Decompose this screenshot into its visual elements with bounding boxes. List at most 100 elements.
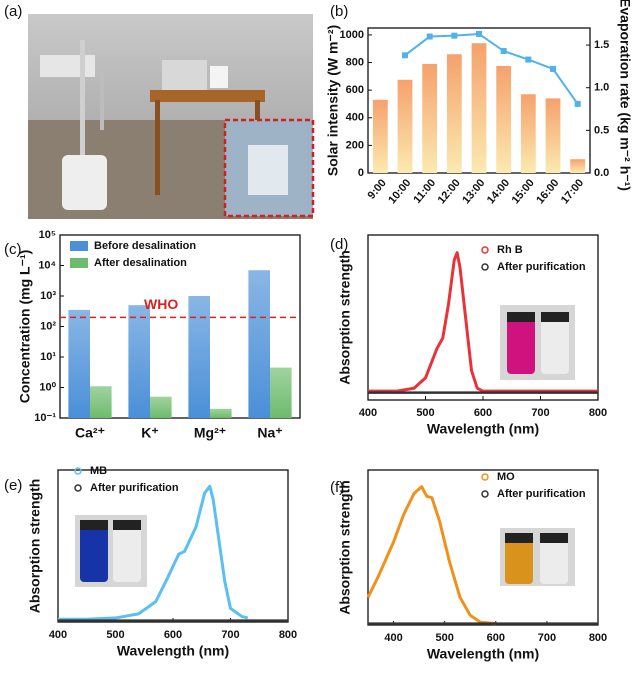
x-tick-label: 15:00 (510, 177, 537, 206)
point (525, 56, 532, 63)
x-tick-label: 400 (384, 632, 402, 644)
legend-marker (74, 467, 82, 475)
x-tick-label: K⁺ (141, 425, 159, 441)
panel-label: (c) (4, 241, 22, 258)
legend-label: Before desalination (94, 240, 196, 252)
point (476, 30, 482, 37)
legend-label: MB (90, 465, 107, 477)
point (402, 52, 408, 59)
panel-label: (d) (330, 236, 348, 253)
x-tick-label: 600 (164, 629, 182, 641)
x-tick-label: 500 (106, 629, 124, 641)
x-tick-label: 10:00 (386, 177, 413, 206)
x-tick-label: 800 (279, 629, 297, 641)
legend-label: After purification (90, 482, 179, 494)
y-tick-label: 600 (346, 84, 364, 96)
x-tick-label: 700 (221, 629, 239, 641)
bar (188, 296, 210, 418)
legend-label: MO (497, 471, 515, 483)
legend-label: After desalination (94, 257, 187, 269)
bar (248, 270, 270, 418)
x-tick-label: 500 (435, 632, 453, 644)
y-axis-label: Absorption strength (337, 250, 353, 385)
y-axis-label: Absorption strength (27, 479, 43, 614)
bar (68, 309, 90, 418)
panel-label: (f) (330, 479, 344, 496)
bar (397, 79, 413, 173)
bar (570, 159, 586, 173)
x-tick-label: 600 (487, 632, 505, 644)
panel-label: (b) (330, 3, 348, 20)
y-tick-label: 1000 (340, 29, 364, 41)
point (574, 100, 581, 107)
point (426, 33, 433, 40)
y2-axis-label: Evaporation rate (kg m⁻² h⁻¹) (617, 0, 633, 191)
bar (90, 386, 112, 418)
y2-tick-label: 0.5 (594, 124, 609, 136)
line (58, 484, 249, 621)
point (451, 32, 458, 39)
x-tick-label: 17:00 (559, 177, 586, 206)
reference-label: WHO (144, 296, 178, 312)
x-tick-label: 800 (589, 632, 607, 644)
x-tick-label: Mg²⁺ (194, 425, 226, 441)
y-tick-label: 10⁵ (39, 229, 56, 241)
legend-label: After purification (497, 488, 586, 500)
line (366, 485, 496, 626)
legend-marker (481, 263, 489, 271)
x-tick-label: 9:00 (366, 177, 389, 202)
x-axis-label: Wavelength (nm) (427, 646, 539, 662)
y-tick-label: 800 (346, 56, 364, 68)
point (500, 48, 507, 55)
x-axis-label: Wavelength (nm) (117, 643, 229, 659)
bar (372, 99, 388, 173)
legend-swatch (70, 241, 88, 251)
bar (471, 43, 487, 173)
y2-tick-label: 1.0 (594, 82, 609, 94)
photo (28, 14, 315, 219)
y-axis-label: Solar intensity (W m⁻²) (325, 25, 341, 176)
y-tick-label: 200 (346, 139, 364, 151)
bar (210, 408, 232, 418)
legend-marker (74, 484, 82, 492)
line (404, 32, 579, 105)
vials-inset (500, 305, 575, 380)
panel-label: (e) (4, 477, 22, 494)
x-tick-label: 600 (474, 407, 492, 419)
x-tick-label: 800 (589, 407, 607, 419)
x-tick-label: 500 (416, 407, 434, 419)
y-tick-label: 10² (40, 320, 56, 332)
x-tick-label: 14:00 (485, 177, 512, 206)
bar (422, 63, 438, 173)
y-tick-label: 10⁴ (38, 259, 56, 271)
x-tick-label: 400 (49, 629, 67, 641)
x-tick-label: 13:00 (460, 177, 487, 206)
panel-label: (a) (4, 3, 22, 20)
bar (545, 98, 561, 173)
y-tick-label: 10¹ (40, 351, 56, 363)
legend-label: Rh B (497, 244, 523, 256)
x-tick-label: 11:00 (411, 177, 438, 206)
vials-inset (75, 515, 147, 587)
y2-tick-label: 1.5 (594, 39, 609, 51)
y-axis-label: Concentration (mg L⁻¹) (17, 250, 33, 404)
x-tick-label: 700 (538, 632, 556, 644)
plot-frame (367, 469, 599, 626)
x-axis-label: Wavelength (nm) (427, 421, 539, 437)
line (368, 251, 598, 393)
bar (128, 305, 150, 418)
x-tick-label: Ca²⁺ (75, 425, 105, 441)
y-tick-label: 400 (346, 112, 364, 124)
y-tick-label: 10⁰ (39, 381, 56, 393)
x-tick-label: 16:00 (534, 177, 561, 206)
x-tick-label: 12:00 (436, 177, 463, 206)
y2-tick-label: 0.0 (594, 167, 609, 179)
y-axis-label: Absorption strength (337, 480, 353, 615)
y-tick-label: 10³ (40, 290, 56, 302)
y-tick-label: 0 (358, 167, 364, 179)
x-tick-label: 400 (359, 407, 377, 419)
x-tick-label: 700 (531, 407, 549, 419)
bar (520, 94, 536, 173)
x-tick-label: Na⁺ (257, 425, 282, 441)
